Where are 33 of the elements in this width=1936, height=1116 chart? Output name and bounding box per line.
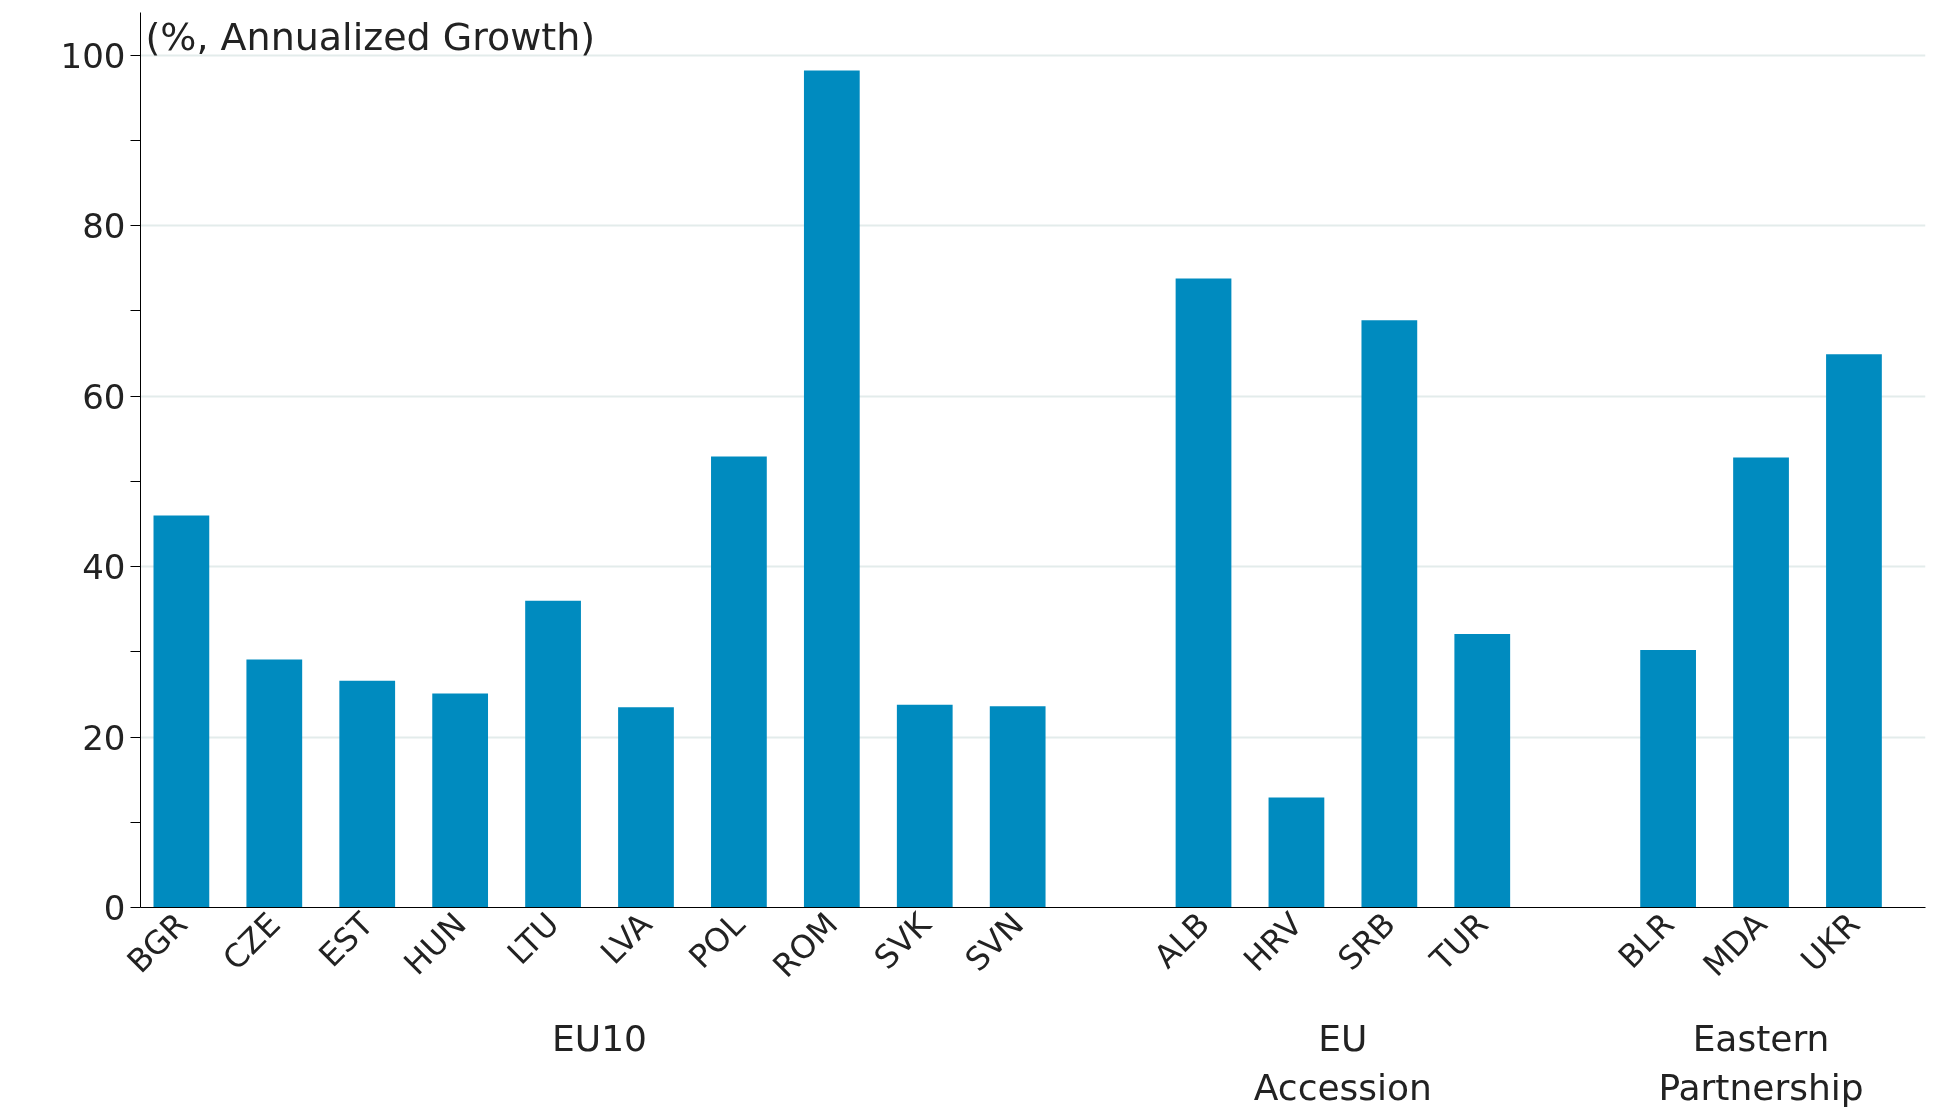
- y-tick-label: 60: [82, 376, 126, 417]
- text: Eastern Partnership: [1658, 1017, 1864, 1108]
- bar: [1361, 320, 1418, 908]
- bar: [711, 456, 767, 908]
- y-tick-label: 0: [103, 888, 126, 928]
- bar: [896, 704, 953, 908]
- text: EU10: [552, 1017, 647, 1059]
- bar: [1268, 797, 1325, 908]
- bar: [246, 659, 303, 908]
- chart-title: (%, Annualized Growth): [145, 14, 596, 59]
- y-tick-label: 100: [60, 35, 126, 76]
- bar: [153, 515, 210, 908]
- bar: [1454, 633, 1511, 908]
- bar: [1733, 457, 1789, 908]
- bar: [525, 600, 581, 908]
- bar: [803, 70, 860, 908]
- bar: [1640, 650, 1696, 908]
- bar: [989, 706, 1046, 908]
- x-tick-label: UKR: [1793, 905, 1868, 980]
- x-tick-label: TUR: [1422, 905, 1496, 979]
- bar: [432, 693, 489, 908]
- bar: [1175, 278, 1232, 908]
- x-tick-label: LTU: [499, 905, 567, 972]
- x-tick-label: POL: [681, 904, 753, 976]
- x-tick-label: BLR: [1610, 905, 1682, 976]
- bar: [339, 680, 396, 908]
- y-tick-label: 40: [82, 547, 126, 588]
- x-tick-label: LVA: [592, 904, 660, 972]
- text: EU Accession: [1253, 1017, 1432, 1108]
- y-tick-label: 20: [82, 717, 126, 758]
- y-tick-label: 80: [82, 206, 126, 247]
- bar: [1826, 354, 1882, 908]
- bar: [618, 707, 674, 908]
